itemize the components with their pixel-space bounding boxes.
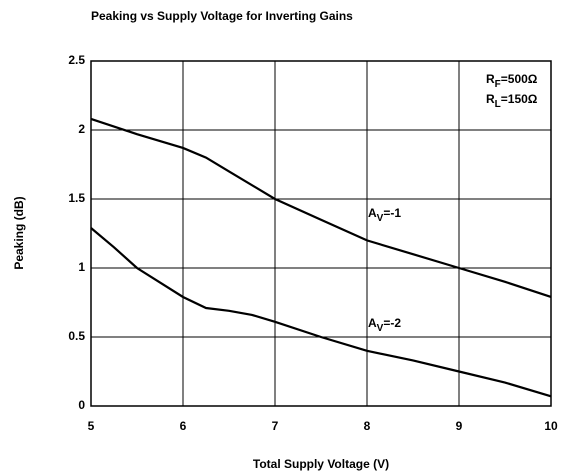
y-tick-label: 0 [78, 398, 85, 412]
annotation: RF=500Ω [486, 72, 538, 89]
annotation-part: =-2 [383, 316, 401, 330]
annotation-part: V [377, 323, 384, 334]
annotation-part: V [377, 213, 384, 224]
annotation-part: =150Ω [501, 92, 538, 106]
x-tick-label: 8 [364, 419, 371, 433]
annotation: RL=150Ω [486, 92, 538, 109]
line [90, 117, 552, 299]
plot-frame [90, 60, 552, 407]
annotation-part: F [495, 79, 501, 90]
annotation-part: R [486, 72, 495, 86]
annotation-part: A [368, 206, 377, 220]
annotation-part: A [368, 316, 377, 330]
y-tick-label: 0.5 [68, 329, 85, 343]
y-tick-label: 1 [78, 260, 85, 274]
annotation: AV=-2 [368, 316, 401, 333]
y-axis-label: Peaking (dB) [12, 196, 26, 269]
x-tick-label: 9 [456, 419, 463, 433]
annotation-part: =-1 [383, 206, 401, 220]
x-tick-label: 10 [544, 419, 558, 433]
x-tick-label: 5 [88, 419, 95, 433]
x-tick-label: 6 [180, 419, 187, 433]
annotation: AV=-1 [368, 206, 401, 223]
line [90, 227, 552, 398]
annotation-part: R [486, 92, 495, 106]
chart-title: Peaking vs Supply Voltage for Inverting … [91, 9, 353, 23]
y-tick-label: 1.5 [68, 191, 85, 205]
y-tick-label: 2 [78, 122, 85, 136]
x-tick-label: 7 [272, 419, 279, 433]
annotation-part: =500Ω [501, 72, 538, 86]
annotation-part: L [495, 99, 501, 110]
y-tick-label: 2.5 [68, 53, 85, 67]
x-axis-label: Total Supply Voltage (V) [253, 457, 389, 471]
